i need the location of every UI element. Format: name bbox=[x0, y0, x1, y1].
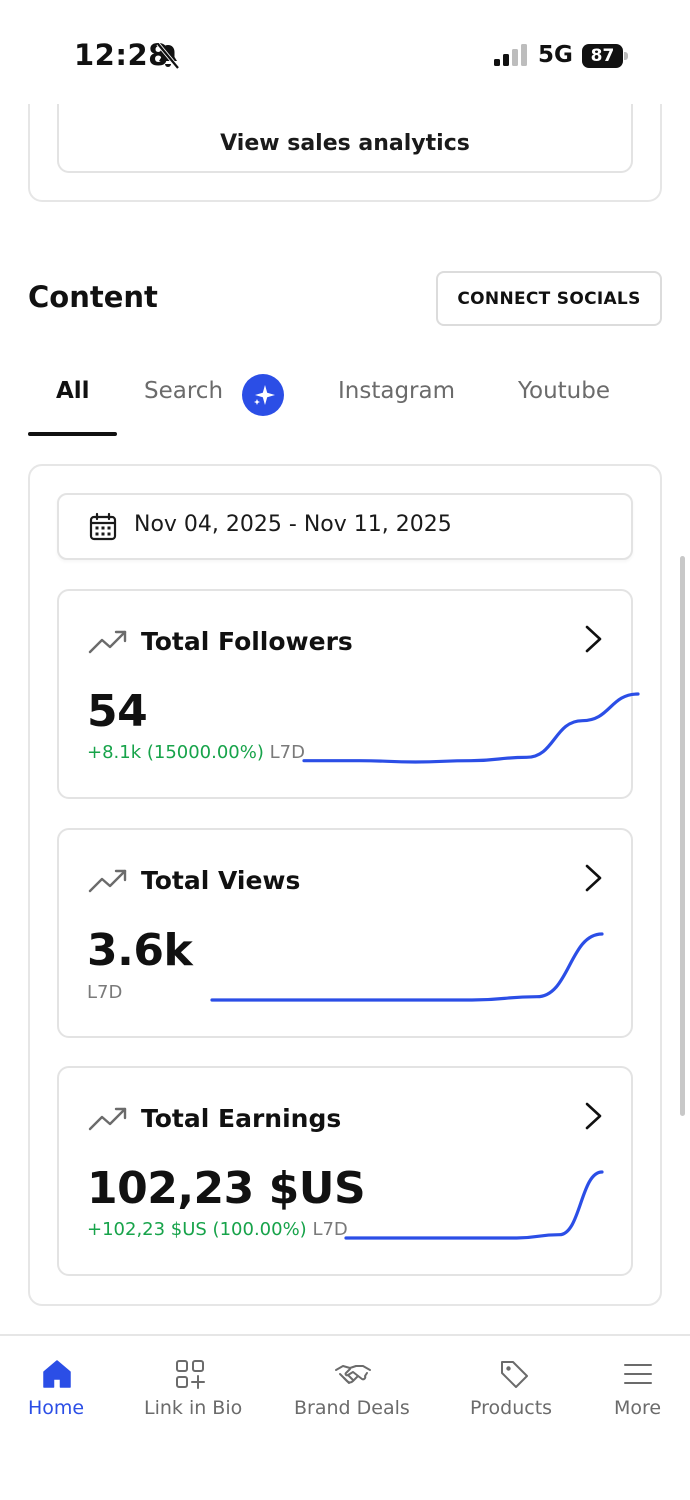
bell-muted-icon bbox=[156, 42, 180, 70]
tab-all[interactable]: All bbox=[56, 378, 90, 404]
nav-brand-deals[interactable]: Brand Deals bbox=[282, 1336, 422, 1436]
nav-label: Home bbox=[28, 1397, 85, 1419]
metric-value: 102,23 $US bbox=[87, 1163, 366, 1214]
sparkline-path bbox=[210, 932, 604, 1002]
nav-label: Products bbox=[470, 1397, 553, 1419]
status-bar: 12:28 5G 87 bbox=[0, 0, 690, 104]
nav-link-in-bio[interactable]: Link in Bio bbox=[130, 1336, 250, 1436]
chevron-right-icon[interactable] bbox=[583, 1101, 605, 1131]
network-type: 5G bbox=[538, 42, 573, 68]
total-views-card[interactable] bbox=[57, 828, 633, 1038]
home-icon bbox=[43, 1360, 71, 1388]
content-section-title: Content bbox=[28, 280, 158, 314]
sparkline-path bbox=[302, 692, 640, 764]
nav-label: More bbox=[614, 1397, 662, 1419]
earnings-sparkline bbox=[344, 1170, 604, 1240]
scrollbar[interactable] bbox=[680, 556, 685, 1116]
date-range-text: Nov 04, 2025 - Nov 11, 2025 bbox=[134, 512, 452, 537]
views-sparkline bbox=[210, 932, 604, 1002]
sparkline-path bbox=[344, 1170, 604, 1240]
metric-value: 54 bbox=[87, 686, 148, 737]
status-time: 12:28 bbox=[74, 38, 169, 72]
nav-home[interactable]: Home bbox=[0, 1336, 112, 1436]
trending-up-icon bbox=[88, 869, 127, 893]
tab-search[interactable]: Search bbox=[144, 378, 224, 404]
connect-socials-button[interactable]: CONNECT SOCIALS bbox=[436, 271, 662, 326]
nav-label: Link in Bio bbox=[144, 1397, 243, 1419]
menu-icon bbox=[624, 1364, 652, 1384]
bottom-navigation: Home Link in Bio Brand Deals Products bbox=[0, 1334, 690, 1500]
date-range-picker[interactable] bbox=[57, 493, 633, 560]
metric-title: Total Earnings bbox=[141, 1104, 342, 1133]
metric-change: +102,23 $US (100.00%) L7D bbox=[87, 1219, 348, 1240]
metric-value: 3.6k bbox=[87, 925, 193, 976]
metric-title: Total Followers bbox=[141, 627, 353, 656]
nav-label: Brand Deals bbox=[294, 1397, 410, 1419]
tag-icon bbox=[501, 1361, 528, 1388]
calendar-icon bbox=[89, 512, 117, 541]
tab-instagram[interactable]: Instagram bbox=[338, 378, 456, 404]
battery-icon: 87 bbox=[582, 44, 628, 68]
view-sales-analytics-button[interactable]: View sales analytics bbox=[57, 92, 633, 173]
active-tab-indicator bbox=[28, 432, 117, 436]
metric-title: Total Views bbox=[141, 866, 301, 895]
tab-youtube[interactable]: Youtube bbox=[518, 378, 610, 404]
metric-period: L7D bbox=[312, 1219, 348, 1240]
trending-up-icon bbox=[88, 630, 127, 654]
battery-level: 87 bbox=[582, 44, 623, 68]
metric-period: L7D bbox=[269, 742, 305, 763]
metric-change: +8.1k (15000.00%) L7D bbox=[87, 742, 305, 763]
cellular-signal-icon bbox=[494, 44, 527, 66]
followers-sparkline bbox=[302, 692, 640, 764]
metric-period: L7D bbox=[87, 982, 123, 1003]
grid-plus-icon bbox=[176, 1360, 205, 1389]
chevron-right-icon[interactable] bbox=[583, 624, 605, 654]
nav-more[interactable]: More bbox=[600, 1336, 680, 1436]
total-followers-card[interactable] bbox=[57, 589, 633, 799]
nav-products[interactable]: Products bbox=[458, 1336, 568, 1436]
trending-up-icon bbox=[88, 1107, 127, 1131]
total-earnings-card[interactable] bbox=[57, 1066, 633, 1276]
ai-sparkle-icon[interactable] bbox=[242, 374, 284, 416]
chevron-right-icon[interactable] bbox=[583, 863, 605, 893]
handshake-icon bbox=[335, 1365, 371, 1384]
